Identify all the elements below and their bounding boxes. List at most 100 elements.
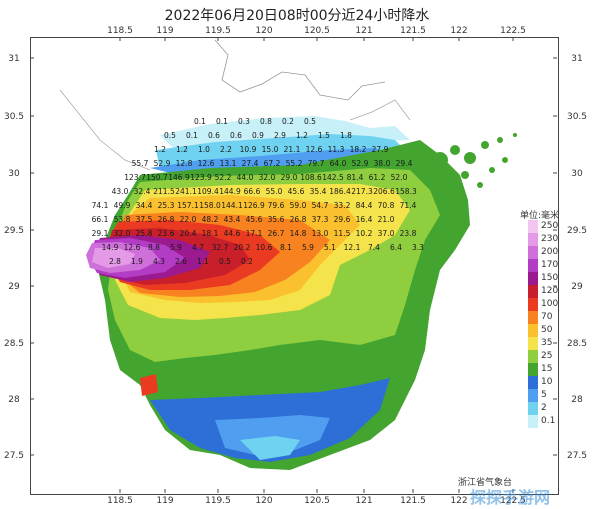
station-value: 0.8 (260, 117, 272, 126)
legend-item: 150 (528, 272, 588, 285)
station-value: 0.6 (208, 131, 220, 140)
lon-tick-top: 119 (156, 26, 173, 36)
station-value: 18.2 (350, 145, 367, 154)
station-value: 35.4 (310, 187, 327, 196)
station-value: 10.9 (240, 145, 257, 154)
legend-item: 70 (528, 311, 588, 324)
station-value: 1.5 (318, 131, 330, 140)
legend-item: 25 (528, 350, 588, 363)
station-value: 157.1 (177, 201, 199, 210)
station-value: 146.9 (168, 173, 190, 182)
station-value: 17.1 (246, 229, 263, 238)
legend-item: 0.1 (528, 415, 588, 428)
station-value: 1.2 (176, 145, 188, 154)
rain-band-100 (140, 374, 158, 396)
station-value: 158.3 (395, 187, 417, 196)
station-value: 20.2 (234, 243, 251, 252)
lat-tick-right: 27.5 (567, 451, 587, 461)
station-value: 33.2 (334, 201, 351, 210)
lon-tick-bottom: 120.5 (304, 496, 330, 506)
legend-item: 5 (528, 389, 588, 402)
lat-tick-left: 28.5 (4, 339, 24, 349)
legend-label: 200 (541, 247, 559, 257)
station-value: 49.9 (114, 201, 131, 210)
station-value: 29.4 (396, 159, 413, 168)
lon-tick-top: 119.5 (205, 26, 231, 36)
legend-swatch (528, 337, 538, 350)
station-value: 144.1 (221, 201, 243, 210)
station-value: 21.0 (378, 215, 395, 224)
station-value: 26.8 (290, 215, 307, 224)
boundary-line (214, 39, 386, 101)
legend-item: 15 (528, 363, 588, 376)
station-value: 142.5 (322, 173, 344, 182)
station-value: 12.6 (198, 159, 215, 168)
station-value: 217.3 (351, 187, 373, 196)
lat-tick-right: 30.5 (567, 112, 587, 122)
station-value: 45.6 (246, 215, 263, 224)
station-value: 1.2 (154, 145, 166, 154)
lon-tick-bottom: 119 (156, 496, 173, 506)
station-value: 14.8 (290, 229, 307, 238)
legend-label: 35 (541, 338, 553, 348)
station-value: 23.8 (400, 229, 417, 238)
station-value: 26.8 (158, 215, 175, 224)
station-value: 12.6 (124, 243, 141, 252)
island (477, 182, 483, 188)
station-value: 2.2 (220, 145, 232, 154)
legend-swatch (528, 324, 538, 337)
legend-label: 120 (541, 286, 559, 296)
legend-item: 50 (528, 324, 588, 337)
station-value: 55.0 (266, 187, 283, 196)
station-value: 8.8 (148, 243, 160, 252)
lat-tick-left: 29.5 (4, 226, 24, 236)
lon-tick-bottom: 121.5 (400, 496, 426, 506)
lat-tick-right: 28 (571, 395, 583, 405)
boundary-line (59, 89, 151, 171)
station-value: 5.1 (324, 243, 336, 252)
station-value: 12.8 (176, 159, 193, 168)
lon-tick-bottom: 121 (355, 496, 372, 506)
station-value: 52.2 (215, 173, 232, 182)
station-value: 3.3 (412, 243, 424, 252)
lon-tick-bottom: 120 (255, 496, 272, 506)
lon-tick-top: 120 (255, 26, 272, 36)
island (461, 171, 469, 179)
legend-label: 0.1 (541, 416, 556, 426)
legend-label: 50 (541, 325, 553, 335)
station-value: 21.1 (284, 145, 301, 154)
legend-label: 15 (541, 364, 553, 374)
station-value: 1.9 (131, 257, 143, 266)
legend-item: 170 (528, 259, 588, 272)
legend-item: 250 (528, 220, 588, 233)
legend-swatch (528, 415, 538, 428)
station-value: 25.8 (136, 229, 153, 238)
lon-tick-top: 122 (450, 26, 467, 36)
lon-tick-top: 120.5 (304, 26, 330, 36)
station-value: 52.9 (352, 159, 369, 168)
station-value: 29.6 (334, 215, 351, 224)
legend-swatch (528, 363, 538, 376)
station-value: 44.6 (224, 229, 241, 238)
station-value: 70.8 (378, 201, 395, 210)
station-value: 0.1 (216, 117, 228, 126)
station-value: 53.8 (114, 215, 131, 224)
watermark-logo: 探探手游网 (470, 488, 551, 507)
legend-swatch (528, 285, 538, 298)
station-value: 66.1 (92, 215, 109, 224)
station-value: 26.7 (268, 229, 285, 238)
station-value: 20.4 (180, 229, 197, 238)
station-value: 211.5 (153, 187, 175, 196)
station-value: 32.7 (212, 243, 229, 252)
station-value: 44.0 (237, 173, 254, 182)
station-value: 37.3 (312, 215, 329, 224)
legend-swatch (528, 246, 538, 259)
lon-tick-top: 122.5 (500, 26, 526, 36)
station-value: 13.0 (312, 229, 329, 238)
station-value: 66.6 (244, 187, 261, 196)
legend-label: 70 (541, 312, 553, 322)
lat-tick-left: 27.5 (4, 451, 24, 461)
station-value: 13.1 (220, 159, 237, 168)
station-value: 14.9 (102, 243, 119, 252)
legend-label: 25 (541, 351, 553, 361)
